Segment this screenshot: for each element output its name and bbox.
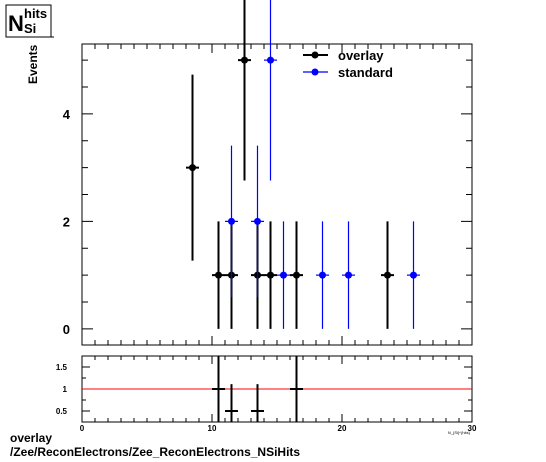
data-point-standard [254, 217, 261, 225]
data-point-overlay [241, 56, 248, 64]
ratio-axis-ticks: 0 10 20 30 0.5 1 1.5 N_{Si}^{hits} [56, 356, 477, 435]
ratio-x-tick-label: 0 [80, 424, 85, 433]
y-tick-label: 4 [63, 107, 71, 122]
ratio-y-tick-label: 1.5 [56, 363, 68, 372]
legend: overlay standard [303, 48, 393, 80]
title-main: N [8, 11, 24, 36]
data-point-standard [280, 271, 287, 279]
data-point-standard [345, 271, 352, 279]
ratio-y-tick-label: 1 [63, 385, 68, 394]
title-sub: Si [24, 21, 36, 36]
ratio-data-marks [82, 356, 472, 422]
ratio-y-tick-label: 0.5 [56, 407, 68, 416]
main-data-marks [186, 0, 420, 329]
footer-line-1: overlay [10, 431, 53, 445]
footer-line-2: /Zee/ReconElectrons/Zee_ReconElectrons_N… [10, 445, 301, 459]
main-axis-ticks: 0 2 4 [63, 44, 473, 345]
legend-label-overlay: overlay [338, 48, 384, 63]
legend-label-standard: standard [338, 65, 393, 80]
data-point-standard [410, 271, 417, 279]
ratio-x-tick-label: 20 [338, 424, 347, 433]
data-point-standard [228, 217, 235, 225]
y-axis-label: Events [26, 44, 40, 84]
data-point-overlay [293, 271, 300, 279]
data-point-overlay [215, 271, 222, 279]
data-point-overlay [189, 164, 196, 172]
data-point-standard [267, 56, 274, 64]
data-point-overlay [384, 271, 391, 279]
ratio-x-tick-label: 30 [468, 424, 477, 433]
ratio-x-tick-label: 10 [208, 424, 217, 433]
y-tick-label: 2 [63, 214, 70, 229]
ratio-x-axis-label: N_{Si}^{hits} [448, 430, 471, 435]
title-box: N hits Si [5, 4, 54, 38]
data-point-standard [319, 271, 326, 279]
data-point-overlay [267, 271, 274, 279]
title-sup: hits [24, 6, 47, 21]
y-tick-label: 0 [63, 322, 70, 337]
